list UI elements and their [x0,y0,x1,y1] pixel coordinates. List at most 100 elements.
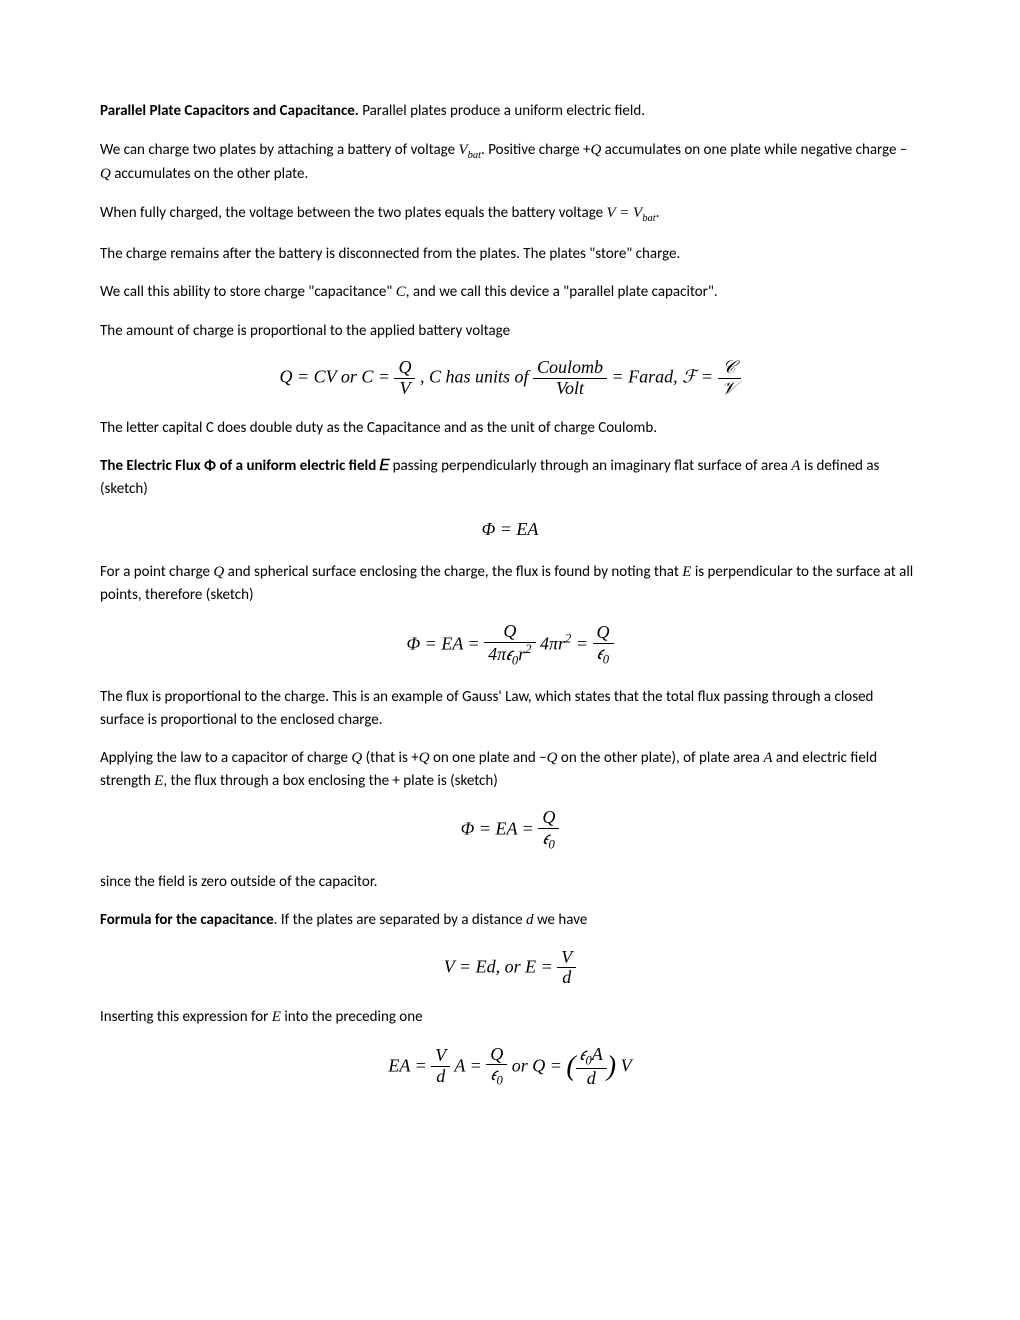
eq6-mid2: or Q = [507,1055,566,1075]
p8-Q: Q [213,564,224,580]
p1-Q2: Q [100,166,111,182]
eq5-frac: Vd [557,948,576,989]
p10-Q1: Q [351,750,362,766]
paragraph-6: The letter capital C does double duty as… [100,417,920,440]
eq1-den3: 𝒱 [718,379,741,399]
equation-4: Φ = EA = Q𝜖0 [100,808,920,852]
eq6-rparen: ) [607,1051,616,1082]
p2-eq: V = Vbat [607,205,656,221]
p10-text-c: on one plate and − [430,749,547,767]
eq6-frac3: 𝜖0Ad [576,1045,607,1089]
eq3-mid: 4πr [536,633,566,653]
eq4-sub0: 0 [549,838,555,852]
paragraph-5: The amount of charge is proportional to … [100,320,920,343]
p4-text-b: , and we call this device a "parallel pl… [406,283,718,301]
eq3-num1: Q [484,622,535,643]
eq3-b: = [571,633,592,653]
eq6-a: EA = [388,1055,431,1075]
eq6-num3b: A [592,1044,603,1064]
p1-text-b: . Positive charge + [481,141,590,159]
eq1-F: ℱ [682,366,696,386]
paragraph-8: For a point charge Q and spherical surfa… [100,561,920,606]
equation-2: Φ = EA [100,516,920,543]
p7-bold: The Electric Flux Φ of a uniform electri… [100,457,389,475]
p1-text-c: accumulates on one plate while negative … [601,141,907,159]
eq1-frac3: 𝒞𝒱 [718,358,741,399]
p12-bold: Formula for the capacitance [100,911,274,929]
eq1-num3: 𝒞 [718,358,741,379]
eq3-frac1: Q4π𝜖0r2 [484,622,535,668]
p8-text-b: and spherical surface enclosing the char… [224,563,682,581]
eq3-sup1: 2 [525,642,531,656]
eq5-num: V [557,948,576,969]
p1-sub: bat [468,150,481,161]
paragraph-7: The Electric Flux Φ of a uniform electri… [100,455,920,500]
title-bold: Parallel Plate Capacitors and Capacitanc… [100,102,359,120]
eq1-mid: , C has units of [415,366,533,386]
eq5-den: d [557,968,576,988]
paragraph-1: We can charge two plates by attaching a … [100,139,920,186]
paragraph-2: When fully charged, the voltage between … [100,202,920,227]
title-paragraph: Parallel Plate Capacitors and Capacitanc… [100,100,920,123]
p10-Q2: Q [419,750,430,766]
paragraph-11: since the field is zero outside of the c… [100,871,920,894]
paragraph-12: Formula for the capacitance. If the plat… [100,909,920,932]
p13-E: E [272,1009,281,1025]
paragraph-3: The charge remains after the battery is … [100,243,920,266]
eq5-a: V = Ed, or E = [444,956,557,976]
equation-5: V = Ed, or E = Vd [100,948,920,989]
p10-A: A [763,750,772,766]
p1-V: V [458,142,467,158]
equation-6: EA = Vd A = Q𝜖0 or Q = (𝜖0Ad) V [100,1045,920,1089]
eq3-den1: 4π𝜖0r2 [484,643,535,668]
p10-text-b: (that is + [362,749,418,767]
eq1-c: = [696,366,717,386]
eq6-num2: Q [486,1045,507,1066]
eq3-den2: 𝜖0 [593,644,614,667]
eq1-num2: Coulomb [533,358,607,379]
eq6-end: V [616,1055,632,1075]
paragraph-4: We call this ability to store charge "ca… [100,281,920,304]
eq3-sub0b: 0 [603,652,609,666]
eq1-den1: V [394,379,415,399]
eq1-frac1: QV [394,358,415,399]
p2-sub: bat [642,213,655,224]
p1-text-a: We can charge two plates by attaching a … [100,141,458,159]
p13-text-b: into the preceding one [281,1008,423,1026]
paragraph-13: Inserting this expression for E into the… [100,1006,920,1029]
eq6-mid1: A = [450,1055,486,1075]
p12-text-b: we have [534,911,588,929]
eq3-frac2: Q𝜖0 [593,623,614,667]
eq3-a: Φ = EA = [406,633,484,653]
eq3-den1a: 4π𝜖 [488,644,512,664]
p4-C: C [396,284,406,300]
eq6-frac1: Vd [431,1046,450,1087]
title-rest: Parallel plates produce a uniform electr… [359,102,645,120]
paragraph-10: Applying the law to a capacitor of charg… [100,747,920,792]
p7-text-a: passing perpendicularly through an imagi… [389,457,791,475]
eq6-sub0a: 0 [496,1074,502,1088]
equation-1: Q = CV or C = QV , C has units of Coulom… [100,358,920,399]
p1-vbat: Vbat [458,142,481,158]
p10-Q3: Q [547,750,558,766]
eq6-frac2: Q𝜖0 [486,1045,507,1089]
p1-text-d: accumulates on the other plate. [111,165,308,183]
eq4-num: Q [538,808,559,829]
p10-text-d: on the other plate), of plate area [558,749,764,767]
paragraph-9: The flux is proportional to the charge. … [100,686,920,731]
p1-Q: Q [590,142,601,158]
p10-text-a: Applying the law to a capacitor of charg… [100,749,351,767]
eq6-num1: V [431,1046,450,1067]
p13-text-a: Inserting this expression for [100,1008,272,1026]
eq1-den2: Volt [533,379,607,399]
p2-text-b: . [656,204,660,222]
eq6-den3: d [576,1069,607,1089]
equation-3: Φ = EA = Q4π𝜖0r2 4πr2 = Q𝜖0 [100,622,920,668]
p2-eq-text: V = V [607,205,643,221]
eq6-lparen: ( [566,1051,575,1082]
eq3-num2: Q [593,623,614,644]
eq6-den1: d [431,1067,450,1087]
eq1-num1: Q [394,358,415,379]
eq4-frac: Q𝜖0 [538,808,559,852]
eq1-frac2: CoulombVolt [533,358,607,399]
